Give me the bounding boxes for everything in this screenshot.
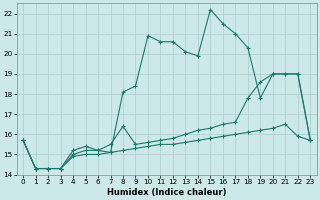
X-axis label: Humidex (Indice chaleur): Humidex (Indice chaleur) bbox=[107, 188, 227, 197]
